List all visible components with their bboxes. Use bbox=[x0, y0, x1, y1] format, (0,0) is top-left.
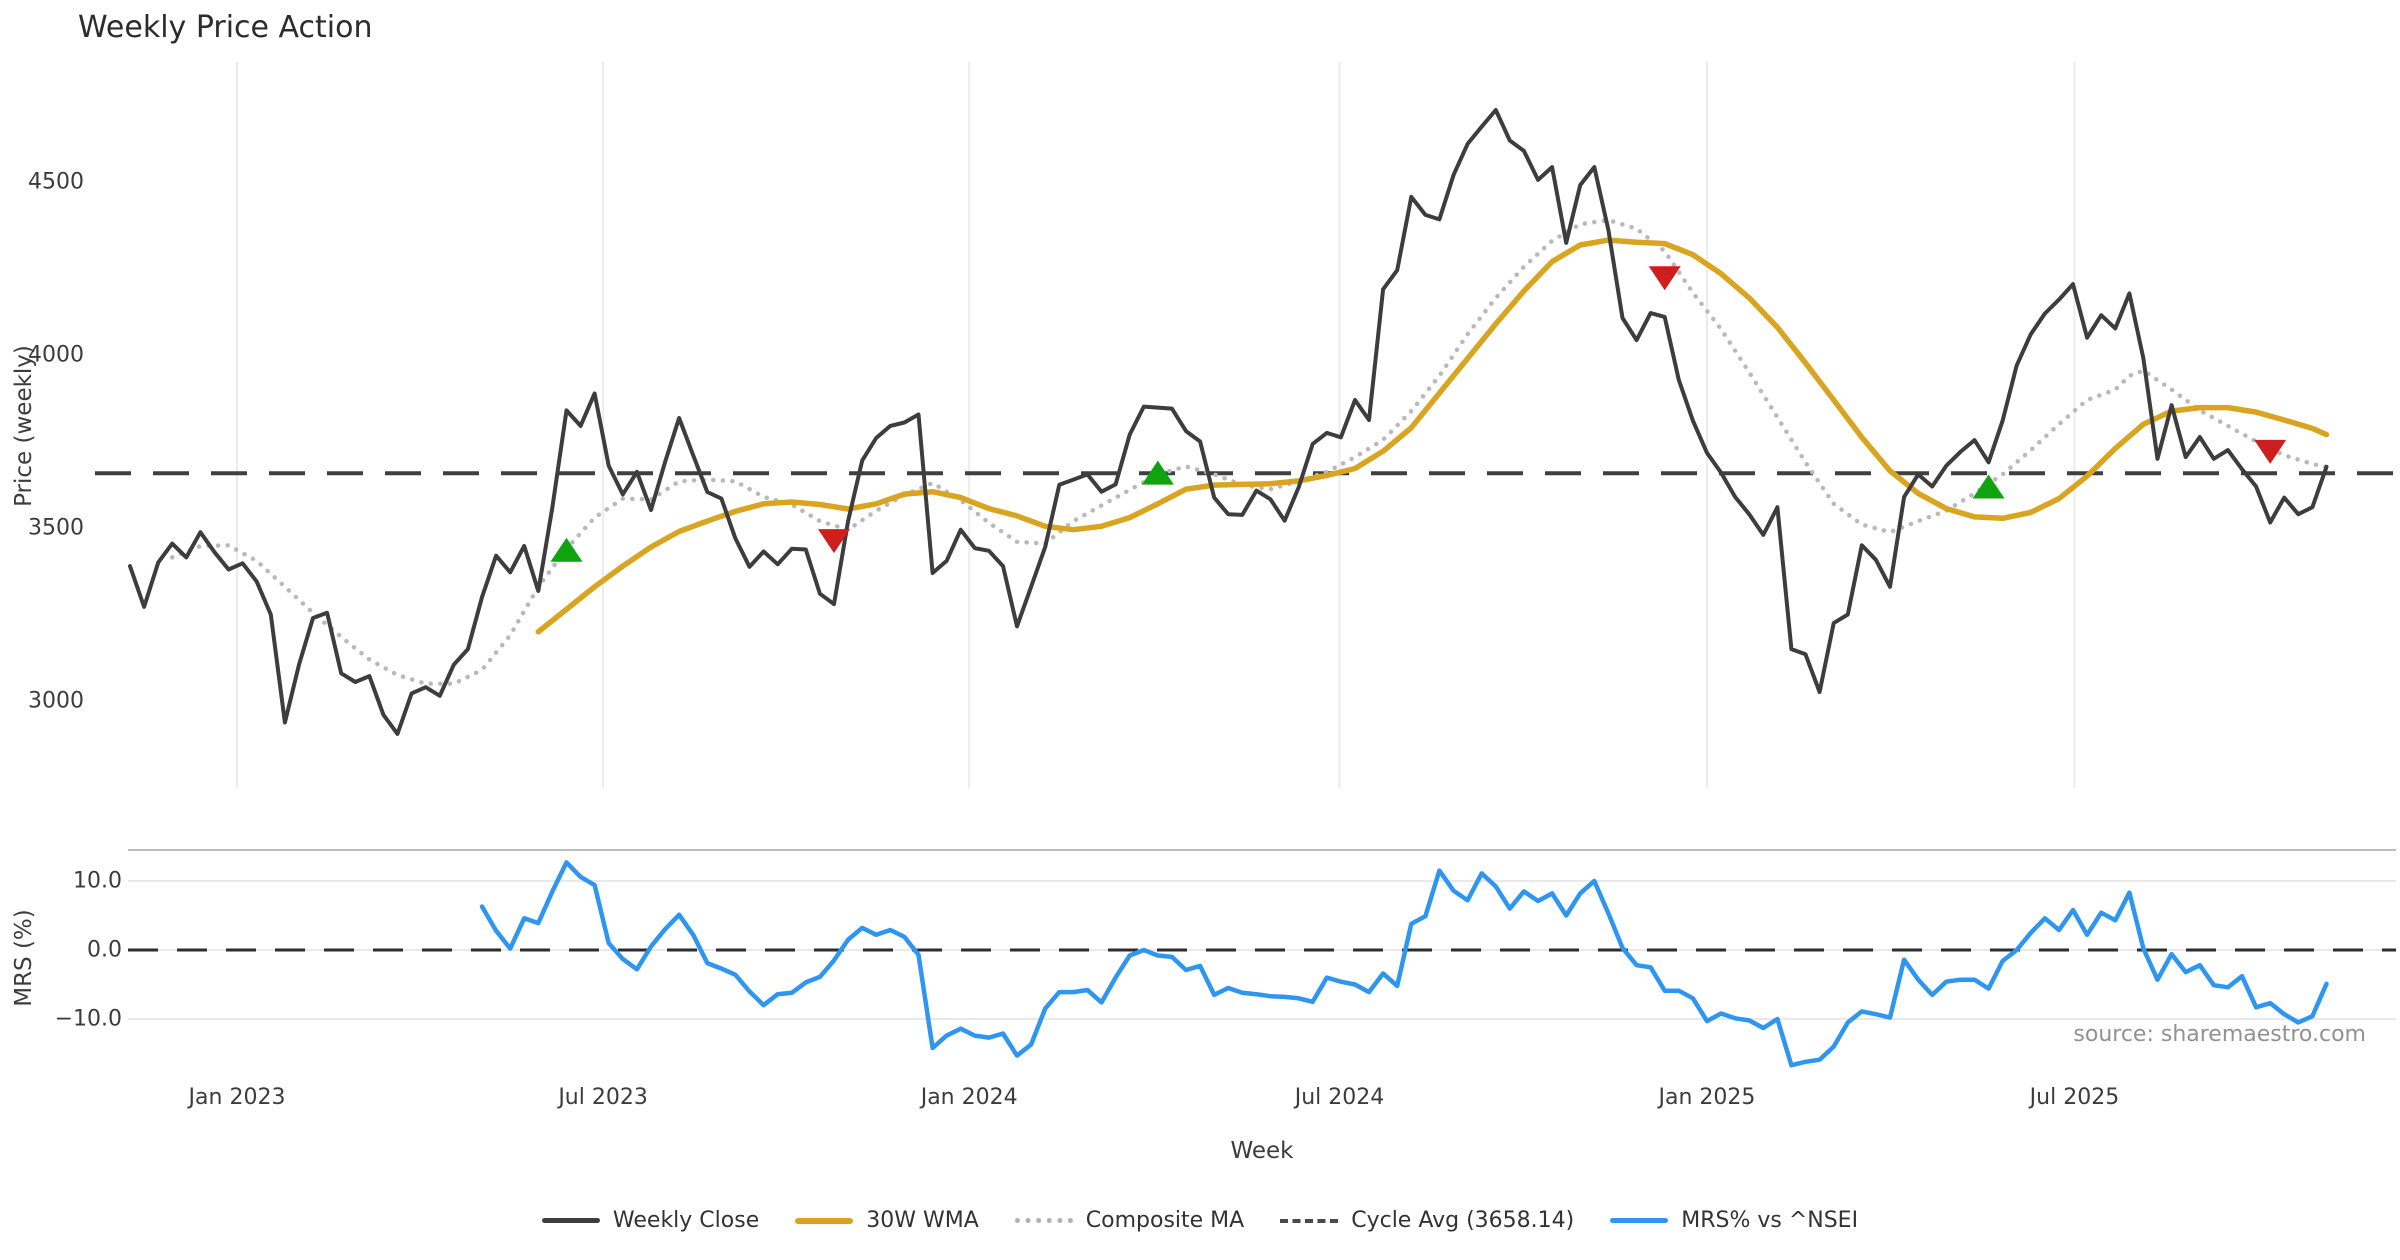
composite-ma-line bbox=[169, 217, 2329, 686]
x-tick: Jul 2025 bbox=[2029, 1085, 2120, 1110]
sell-marker bbox=[2254, 439, 2287, 464]
legend-item-mrs: MRS% vs ^NSEI bbox=[1610, 1208, 1858, 1233]
legend-item-weekly-close: Weekly Close bbox=[541, 1208, 760, 1233]
composite-legend-swatch-icon bbox=[1014, 1218, 1073, 1223]
mrs-line bbox=[479, 860, 2329, 1068]
legend-item-wma: 30W WMA bbox=[795, 1208, 979, 1233]
price-ytick: 3500 bbox=[28, 515, 84, 541]
x-tick: Jul 2024 bbox=[1294, 1085, 1385, 1110]
x-tick: Jan 2024 bbox=[920, 1085, 1018, 1110]
mrs-ytick: 10.0 bbox=[73, 868, 122, 894]
buy-marker bbox=[1141, 460, 1174, 485]
legend-label: Weekly Close bbox=[612, 1208, 760, 1233]
mrs-ytick: 0.0 bbox=[87, 937, 122, 963]
mrs-ytick: −10.0 bbox=[54, 1006, 122, 1032]
chart-title: Weekly Price Action bbox=[78, 10, 373, 45]
wma-legend-swatch-icon bbox=[795, 1217, 854, 1224]
x-tick: Jan 2025 bbox=[1658, 1085, 1756, 1110]
price-ytick: 4500 bbox=[28, 169, 84, 195]
source-credit: source: sharemaestro.com bbox=[2073, 1022, 2366, 1047]
legend-label: Cycle Avg (3658.14) bbox=[1351, 1208, 1575, 1233]
price-axis-label: Price (weekly) bbox=[11, 345, 37, 507]
legend-label: Composite MA bbox=[1085, 1208, 1245, 1233]
legend-label: MRS% vs ^NSEI bbox=[1681, 1208, 1859, 1233]
buy-marker bbox=[1972, 474, 2005, 499]
legend-label: 30W WMA bbox=[866, 1208, 979, 1233]
legend-item-composite: Composite MA bbox=[1014, 1208, 1245, 1233]
weekly-close-legend-swatch-icon bbox=[541, 1218, 600, 1223]
legend-item-cycle-avg: Cycle Avg (3658.14) bbox=[1280, 1208, 1574, 1233]
weekly-close-line bbox=[128, 108, 2329, 736]
buy-marker bbox=[550, 537, 583, 562]
mrs-legend-swatch-icon bbox=[1610, 1218, 1669, 1223]
sell-marker bbox=[818, 529, 850, 554]
mrs-axis-label: MRS (%) bbox=[11, 909, 37, 1007]
price-ytick: 4000 bbox=[28, 342, 84, 368]
x-axis-label: Week bbox=[1230, 1138, 1294, 1164]
cycle-avg-legend-swatch-icon bbox=[1280, 1218, 1339, 1223]
price-ytick: 3000 bbox=[28, 688, 84, 714]
wma-line bbox=[535, 237, 2330, 635]
x-tick: Jul 2023 bbox=[558, 1085, 648, 1110]
x-tick: Jan 2023 bbox=[188, 1085, 286, 1110]
chart-legend: Weekly Close 30W WMA Composite MA Cycle Avg… bbox=[0, 1208, 2400, 1233]
sell-marker bbox=[1648, 266, 1681, 291]
